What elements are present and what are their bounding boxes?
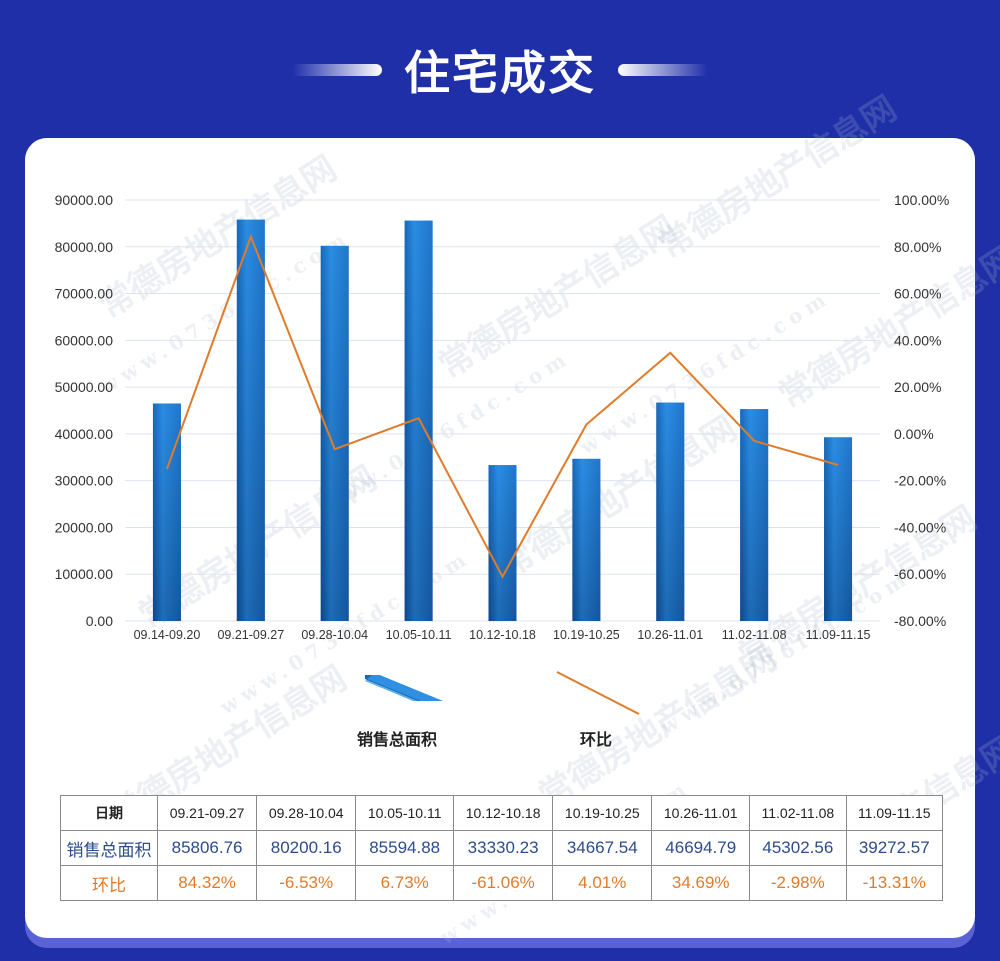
bar-shade (824, 437, 853, 621)
y-tick-label: 0.00 (86, 613, 113, 629)
x-tick-label: 09.28-10.04 (301, 628, 368, 642)
y-tick-label: 30000.00 (55, 473, 114, 489)
y2-tick-label: 60.00% (894, 286, 941, 302)
table-row: 环比 84.32% -6.53% 6.73% -61.06% 4.01% 34.69% -2… (60, 865, 944, 901)
legend-line-label: 环比 (580, 730, 613, 749)
bar-shade (320, 245, 349, 621)
bar (236, 219, 265, 621)
footer: 常德市房地产信息网 (774, 905, 968, 931)
y2-tick-label: 0.00% (894, 426, 934, 442)
y-tick-label: 70000.00 (55, 286, 114, 302)
bar-shade (488, 465, 517, 621)
table-row: 销售总面积 85806.76 80200.16 85594.88 33330.23 34… (60, 830, 944, 866)
area-cell: 39272.57 (845, 830, 944, 866)
ratio-cell: -6.53% (256, 865, 357, 901)
ratio-cell: 84.32% (156, 865, 258, 901)
x-tick-label: 11.02-11.08 (722, 628, 787, 642)
ratio-cell: -2.98% (749, 865, 847, 901)
y-tick-label: 20000.00 (55, 519, 114, 535)
date-cell: 10.26-11.01 (651, 795, 751, 831)
x-tick-label: 10.19-10.25 (553, 628, 620, 642)
ratio-cell: 34.69% (651, 865, 751, 901)
y-tick-label: 50000.00 (55, 379, 114, 395)
area-cell: 33330.23 (453, 830, 554, 866)
date-cell: 10.19-10.25 (552, 795, 653, 831)
bar-shade (572, 458, 601, 621)
area-cell: 85594.88 (355, 830, 455, 866)
date-cell: 10.05-10.11 (355, 795, 455, 831)
ratio-cell: -61.06% (453, 865, 554, 901)
bar-shade (152, 403, 181, 621)
bar (320, 245, 349, 621)
y2-tick-label: 100.00% (894, 192, 949, 208)
area-cell: 46694.79 (651, 830, 751, 866)
x-tick-label: 11.09-11.15 (806, 628, 871, 642)
page-title: 住宅成交 (404, 46, 596, 100)
x-tick-label: 09.21-09.27 (217, 628, 284, 642)
axis-layer: 0.00 10000.00 20000.00 30000.00 40000.00 5000… (55, 192, 950, 642)
legend-line-swatch (556, 671, 640, 715)
date-cell: 10.12-10.18 (453, 795, 554, 831)
page-header: 住宅成交 (0, 30, 1000, 110)
bar (740, 409, 769, 621)
bar (656, 402, 685, 621)
date-cell: 09.21-09.27 (156, 795, 258, 831)
area-cell: 85806.76 (156, 830, 258, 866)
bar-layer (152, 219, 853, 621)
ratio-cell: -13.31% (845, 865, 944, 901)
combo-chart: 0.00 10000.00 20000.00 30000.00 40000.00 5000… (55, 192, 950, 642)
date-cell: 11.02-11.08 (749, 795, 847, 831)
legend-bar-label: 销售总面积 (357, 730, 438, 749)
table-ratio-label: 环比 (60, 865, 158, 901)
bar-shade (656, 402, 685, 621)
y2-tick-label: 80.00% (894, 239, 941, 255)
bar-shade (236, 219, 265, 621)
y2-tick-label: -20.00% (894, 473, 946, 489)
bar (572, 458, 601, 621)
title-decor-right (618, 64, 708, 76)
bar (152, 403, 181, 621)
area-cell: 80200.16 (256, 830, 357, 866)
x-tick-label: 10.05-10.11 (386, 628, 452, 642)
table-area-label: 销售总面积 (60, 830, 158, 866)
y-tick-label: 90000.00 (55, 192, 114, 208)
y2-tick-label: 40.00% (894, 332, 941, 348)
table-row: 日期 09.21-09.27 09.28-10.04 10.05-10.11 10.1… (60, 795, 944, 831)
date-cell: 11.09-11.15 (845, 795, 944, 831)
x-tick-label: 10.12-10.18 (469, 628, 536, 642)
ratio-cell: 6.73% (355, 865, 455, 901)
x-tick-label: 10.26-11.01 (637, 628, 703, 642)
date-cell: 09.28-10.04 (256, 795, 357, 831)
table-header-label: 日期 (60, 795, 158, 831)
footer-text: 常德市房地产信息网 (806, 909, 968, 930)
y2-tick-label: -40.00% (894, 519, 946, 535)
y-tick-label: 10000.00 (55, 566, 114, 582)
title-decor-left (292, 64, 382, 76)
data-table: 日期 09.21-09.27 09.28-10.04 10.05-10.11 10.1… (60, 795, 944, 901)
y-tick-label: 80000.00 (55, 239, 114, 255)
y2-tick-label: -80.00% (894, 613, 946, 629)
bar (824, 437, 853, 621)
wechat-icon (774, 907, 800, 929)
legend-bar-swatch (365, 675, 443, 701)
y-tick-label: 40000.00 (55, 426, 114, 442)
y-tick-label: 60000.00 (55, 332, 114, 348)
area-cell: 45302.56 (749, 830, 847, 866)
x-tick-label: 09.14-09.20 (134, 628, 201, 642)
ratio-cell: 4.01% (552, 865, 653, 901)
y2-tick-label: 20.00% (894, 379, 941, 395)
y2-tick-label: -60.00% (894, 566, 946, 582)
area-cell: 34667.54 (552, 830, 653, 866)
line-layer (166, 233, 839, 579)
bar (488, 465, 517, 621)
